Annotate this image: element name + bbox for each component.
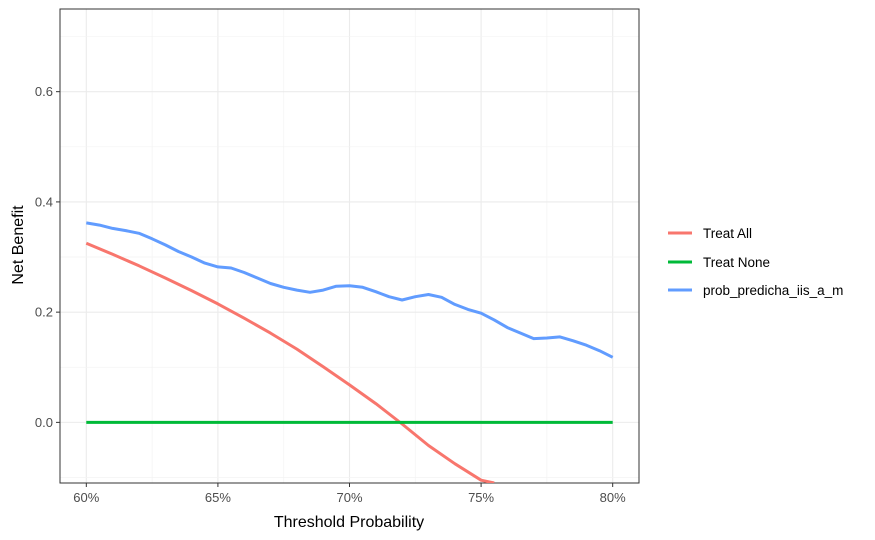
x-tick-label: 65%: [205, 490, 231, 505]
legend: Treat All Treat None prob_predicha_iis_a…: [668, 226, 843, 298]
legend-label-model: prob_predicha_iis_a_m: [703, 283, 843, 298]
series-line-treat-all: [85, 241, 495, 483]
y-tick-label: 0.2: [35, 305, 53, 320]
x-tick-label: 80%: [600, 490, 626, 505]
legend-label-treat-none: Treat None: [703, 255, 770, 270]
grid: [60, 9, 639, 483]
y-tick-label: 0.4: [35, 194, 53, 209]
x-tick-label: 75%: [468, 490, 494, 505]
y-axis-ticks: 0.0 0.2 0.4 0.6: [35, 84, 60, 430]
x-axis-title: Threshold Probability: [274, 514, 424, 531]
x-tick-label: 70%: [336, 490, 362, 505]
y-tick-label: 0.0: [35, 415, 53, 430]
y-axis-title: Net Benefit: [10, 205, 27, 285]
y-tick-label: 0.6: [35, 84, 53, 99]
series-line-model: [86, 221, 614, 359]
legend-label-treat-all: Treat All: [703, 226, 752, 241]
x-tick-label: 60%: [73, 490, 99, 505]
x-axis-ticks: 60% 65% 70% 75% 80%: [73, 483, 626, 505]
series-layer: [85, 221, 614, 483]
